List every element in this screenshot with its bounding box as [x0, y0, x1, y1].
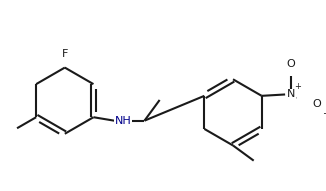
Text: +: +	[294, 82, 301, 91]
Text: N: N	[287, 89, 295, 100]
Text: NH: NH	[115, 116, 131, 126]
Text: −: −	[322, 108, 326, 117]
Text: F: F	[62, 49, 68, 59]
Text: O: O	[312, 99, 321, 109]
Text: O: O	[286, 59, 295, 69]
